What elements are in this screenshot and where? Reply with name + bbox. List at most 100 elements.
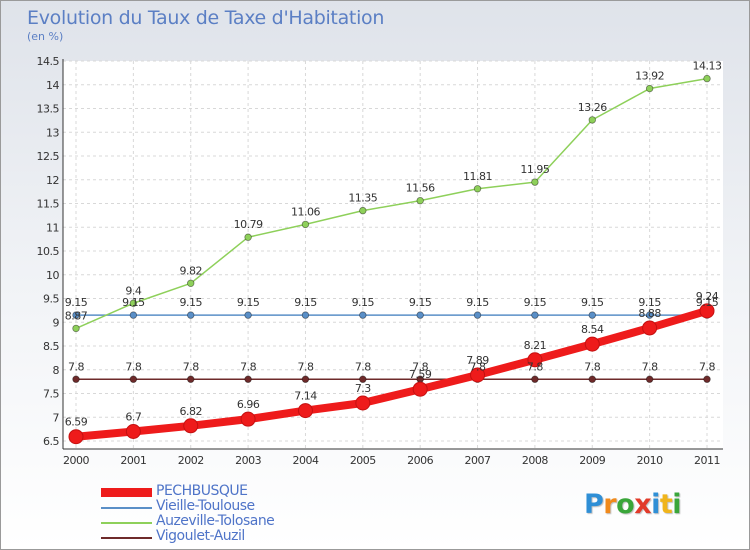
y-tick-label: 9 xyxy=(53,316,60,329)
series-point-1 xyxy=(473,311,482,319)
series-point-2 xyxy=(645,84,654,93)
series-point-2 xyxy=(588,116,596,124)
series-point-2 xyxy=(703,74,711,83)
data-label-3: 7.8 xyxy=(699,360,715,373)
x-tick-label: 2007 xyxy=(465,454,491,467)
data-label-0: 8.88 xyxy=(638,307,661,320)
data-label-1: 9.15 xyxy=(638,296,661,309)
data-label-1: 9.15 xyxy=(294,296,317,309)
data-label-2: 9.4 xyxy=(125,284,141,297)
series-line-2 xyxy=(75,77,708,330)
legend-label-vigoulet-auzil: Vigoulet-Auzil xyxy=(156,528,245,544)
series-point-2 xyxy=(72,324,80,333)
data-label-3: 7.8 xyxy=(355,360,371,373)
series-point-0 xyxy=(297,403,313,419)
logo-letter: t xyxy=(659,489,673,520)
x-tick-label: 2006 xyxy=(407,454,433,467)
chart-subtitle: (en %) xyxy=(27,30,64,43)
data-label-0: 7.3 xyxy=(355,382,371,395)
data-label-3: 7.8 xyxy=(584,360,600,373)
data-label-2: 13.92 xyxy=(635,70,664,83)
legend-label-vieille-toulouse: Vieille-Toulouse xyxy=(156,498,255,514)
data-label-0: 8.21 xyxy=(524,339,547,352)
series-point-0 xyxy=(699,303,715,319)
y-tick-label: 13.5 xyxy=(37,103,60,116)
data-label-0: 6.7 xyxy=(125,411,141,424)
series-point-1 xyxy=(301,311,310,319)
series-point-0 xyxy=(355,395,371,411)
legend-label-auzeville-tolosane: Auzeville-Tolosane xyxy=(156,513,275,529)
x-tick-label: 2009 xyxy=(579,454,605,467)
legend-label-pechbusque: PECHBUSQUE xyxy=(156,483,248,499)
data-label-1: 9.15 xyxy=(179,296,202,309)
series-point-0 xyxy=(527,352,543,368)
series-point-2 xyxy=(416,196,424,205)
y-tick-label: 14.5 xyxy=(37,55,60,68)
data-label-2: 11.81 xyxy=(463,170,492,183)
data-label-1: 9.15 xyxy=(581,296,604,309)
data-label-1: 9.15 xyxy=(524,296,547,309)
data-label-0: 6.96 xyxy=(237,398,260,411)
series-point-0 xyxy=(642,320,658,336)
x-tick-label: 2011 xyxy=(694,454,720,467)
series-point-2 xyxy=(244,233,252,241)
series-point-2 xyxy=(359,206,367,215)
series-point-0 xyxy=(183,418,199,434)
x-tick-label: 2000 xyxy=(63,454,89,467)
data-label-0: 6.82 xyxy=(179,405,202,418)
y-tick-label: 11.5 xyxy=(37,198,60,211)
series-point-0 xyxy=(125,424,141,439)
data-label-1: 9.15 xyxy=(696,296,719,309)
data-label-3: 7.8 xyxy=(297,360,313,373)
y-tick-label: 8 xyxy=(53,364,60,377)
series-point-3 xyxy=(645,375,654,383)
y-tick-label: 12 xyxy=(46,174,59,187)
series-point-3 xyxy=(588,375,596,383)
series-point-2 xyxy=(187,279,195,287)
series-point-0 xyxy=(470,367,486,383)
data-label-1: 9.15 xyxy=(237,296,260,309)
y-tick-label: 9.5 xyxy=(43,293,59,306)
data-label-1: 9.15 xyxy=(409,296,432,309)
data-label-2: 11.06 xyxy=(291,205,320,218)
logo-letter: i xyxy=(672,489,682,520)
series-point-3 xyxy=(359,375,367,383)
logo-letter: o xyxy=(616,489,635,520)
series-point-1 xyxy=(187,311,195,319)
y-tick-label: 12.5 xyxy=(37,150,60,163)
series-point-2 xyxy=(301,220,310,229)
series-point-1 xyxy=(244,311,252,319)
series-point-3 xyxy=(244,375,252,383)
y-tick-label: 10 xyxy=(46,269,59,282)
series-point-0 xyxy=(412,381,428,397)
series-point-3 xyxy=(531,375,539,383)
series-point-2 xyxy=(473,185,482,193)
plot-area xyxy=(63,61,723,449)
series-point-2 xyxy=(129,299,138,307)
y-tick-label: 10.5 xyxy=(37,245,60,258)
data-label-1: 9.15 xyxy=(352,296,375,309)
series-point-1 xyxy=(588,311,596,319)
data-label-2: 11.56 xyxy=(406,182,435,195)
series-point-2 xyxy=(531,178,539,186)
proxiti-logo: Proxiti xyxy=(584,489,682,520)
x-tick-label: 2008 xyxy=(522,454,548,467)
data-label-0: 8.54 xyxy=(581,323,604,336)
x-tick-label: 2003 xyxy=(235,454,261,467)
series-point-3 xyxy=(703,375,711,383)
data-label-0: 9.24 xyxy=(696,290,719,303)
y-tick-label: 11 xyxy=(46,221,59,234)
chart-title: Evolution du Taux de Taxe d'Habitation xyxy=(27,7,385,29)
y-tick-label: 13 xyxy=(46,126,59,139)
data-label-1: 9.15 xyxy=(122,296,145,309)
x-tick-label: 2002 xyxy=(178,454,204,467)
series-point-1 xyxy=(645,311,654,319)
y-tick-label: 7.5 xyxy=(43,388,59,401)
data-label-3: 7.8 xyxy=(527,360,543,373)
series-line-0 xyxy=(75,307,709,441)
data-label-0: 6.59 xyxy=(65,416,88,429)
data-label-3: 7.8 xyxy=(183,360,199,373)
data-label-2: 9.82 xyxy=(179,264,202,277)
x-tick-label: 2004 xyxy=(292,454,318,467)
